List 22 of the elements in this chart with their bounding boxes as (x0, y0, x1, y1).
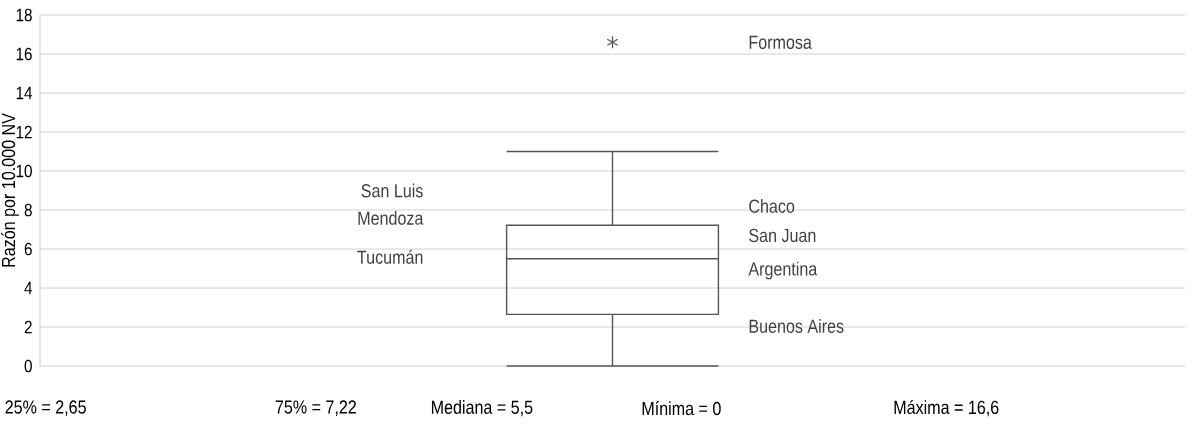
text: Mediana = 5,5 (431, 400, 533, 417)
annotation: San Juan (749, 228, 816, 243)
y-tick-label: 0 (24, 359, 32, 373)
y-tick-label: 6 (24, 242, 32, 256)
annotation: Chaco (749, 198, 795, 213)
annotation: Tucumán (357, 249, 423, 264)
y-tick-label: 18 (16, 8, 32, 22)
annotation: Argentina (748, 261, 818, 280)
annotation: San Luis (361, 183, 423, 198)
annotation: Formosa (749, 35, 812, 49)
annotation: Mendoza (358, 210, 424, 225)
text: Mínima = 0 (642, 401, 721, 416)
y-tick-label: 10 (16, 164, 32, 178)
text: Máxima = 16,6 (894, 399, 999, 417)
y-tick-label: 14 (16, 86, 33, 100)
text: 75% = 7,22 (275, 400, 356, 416)
y-tick-label: 2 (24, 320, 32, 334)
text: 25% = 2,65 (5, 400, 86, 416)
annotation: Buenos Aires (749, 319, 844, 333)
y-tick-label: 4 (24, 281, 33, 295)
y-tick-label: 8 (24, 203, 32, 217)
y-tick-label: 16 (16, 47, 32, 61)
